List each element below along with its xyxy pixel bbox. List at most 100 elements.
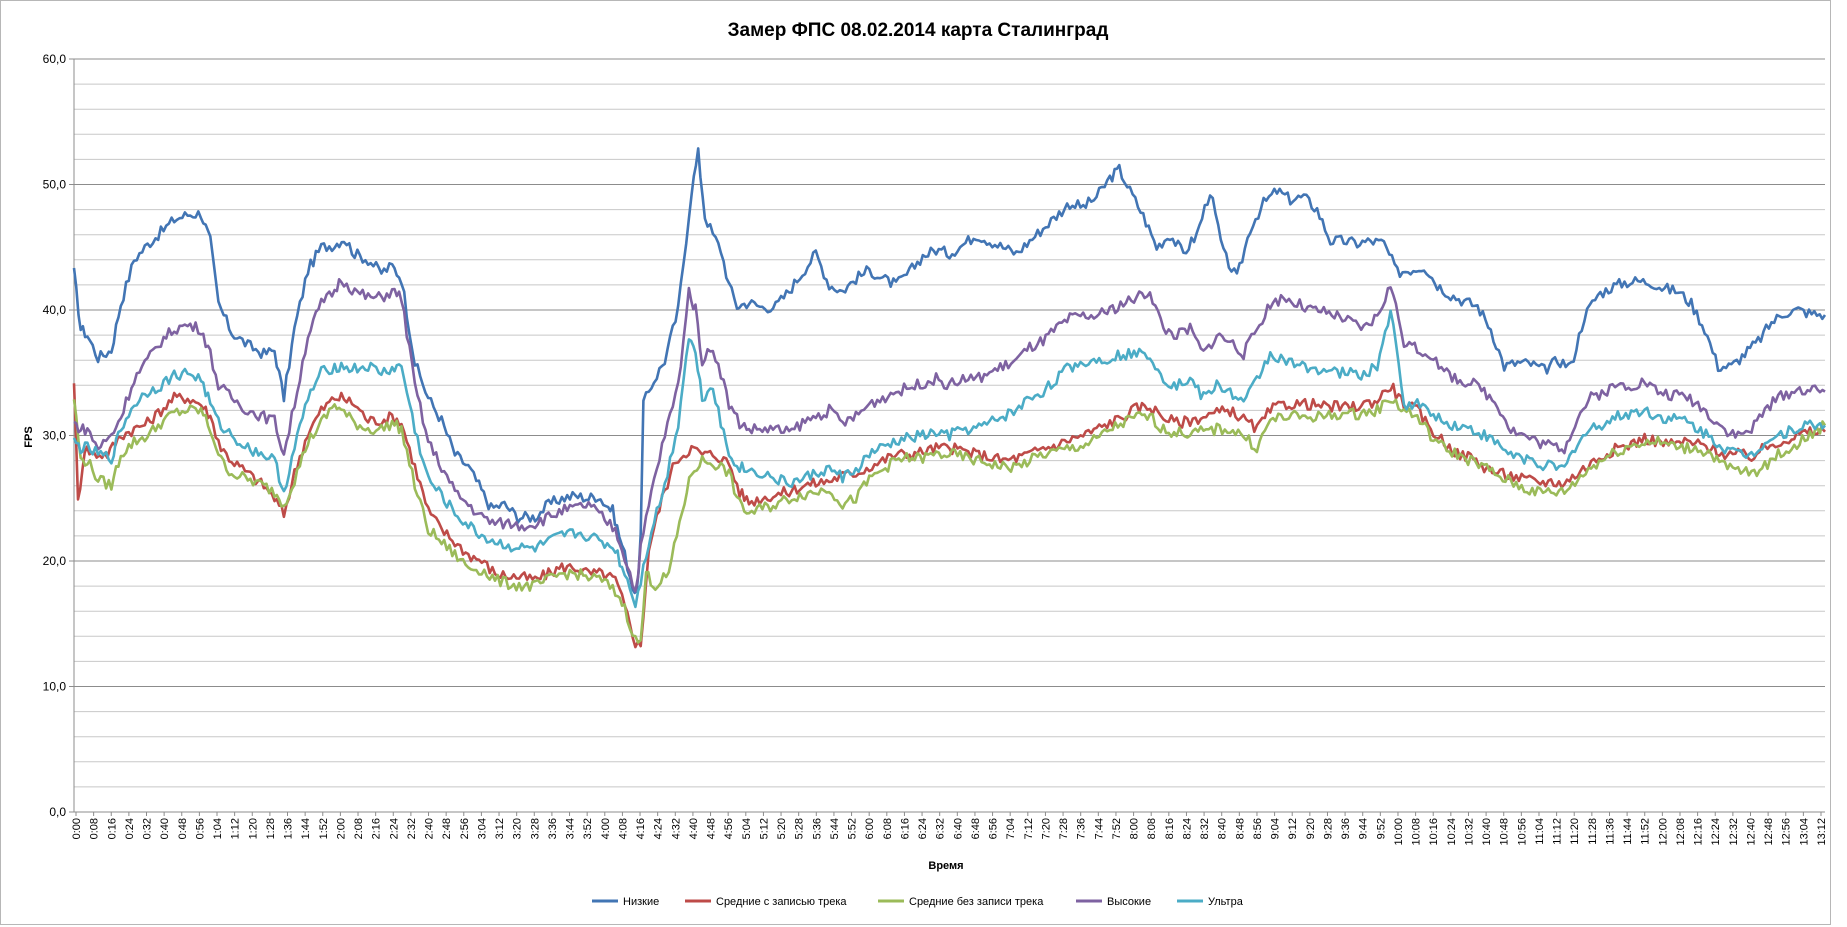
x-tick-label: 8:08 <box>1146 818 1158 839</box>
y-tick-label: 10,0 <box>43 680 67 694</box>
x-tick-label: 7:44 <box>1093 818 1105 839</box>
x-tick-label: 10:48 <box>1499 818 1511 846</box>
x-tick-label: 4:40 <box>688 818 700 839</box>
x-tick-label: 8:40 <box>1217 818 1229 839</box>
x-tick-label: 11:28 <box>1587 818 1599 845</box>
x-tick-label: 7:12 <box>1023 818 1035 839</box>
x-tick-label: 2:48 <box>441 818 453 839</box>
x-tick-label: 3:04 <box>476 818 488 839</box>
x-tick-label: 7:36 <box>1076 818 1088 839</box>
x-tick-label: 1:04 <box>212 818 224 839</box>
x-tick-label: 9:44 <box>1358 818 1370 839</box>
x-tick-label: 5:52 <box>847 818 859 839</box>
x-tick-label: 8:24 <box>1181 818 1193 839</box>
x-tick-label: 1:12 <box>230 818 242 839</box>
x-axis-label: Время <box>928 860 963 872</box>
x-tick-label: 9:36 <box>1340 818 1352 839</box>
x-axis-ticks: 0:00 0:08 0:16 0:24 0:32 0:40 0:48 0:56 1:04 1:12… <box>71 812 1828 846</box>
x-tick-label: 6:16 <box>899 818 911 839</box>
x-tick-label: 9:52 <box>1375 818 1387 839</box>
chart-title: Замер ФПС 08.02.2014 карта Сталинград <box>728 20 1109 41</box>
gridlines <box>73 58 1825 813</box>
x-tick-label: 12:08 <box>1675 818 1687 846</box>
x-tick-label: 3:36 <box>547 818 559 839</box>
y-tick-label: 40,0 <box>43 303 67 317</box>
x-tick-label: 9:20 <box>1305 818 1317 839</box>
x-tick-label: 6:56 <box>988 818 1000 839</box>
x-tick-label: 3:28 <box>529 818 541 839</box>
legend-entry: Высокие <box>1107 896 1151 908</box>
x-tick-label: 1:20 <box>247 818 259 839</box>
x-tick-label: 8:32 <box>1199 818 1211 839</box>
legend-entry: Ультра <box>1208 896 1244 908</box>
y-axis-label: FPS <box>23 426 35 447</box>
x-tick-label: 9:28 <box>1322 818 1334 839</box>
x-tick-label: 1:28 <box>265 818 277 839</box>
x-tick-label: 7:20 <box>1040 818 1052 839</box>
x-tick-label: 2:40 <box>424 818 436 839</box>
x-tick-label: 2:24 <box>388 818 400 839</box>
x-tick-label: 0:16 <box>106 818 118 839</box>
x-tick-label: 1:44 <box>300 818 312 839</box>
x-tick-label: 4:48 <box>706 818 718 839</box>
x-tick-label: 4:00 <box>600 818 612 839</box>
x-tick-label: 2:08 <box>353 818 365 839</box>
x-tick-label: 2:16 <box>371 818 383 839</box>
series-line-0 <box>72 147 1827 595</box>
x-tick-label: 8:16 <box>1164 818 1176 839</box>
legend: Низкие Средние с записью трека Средние без… <box>592 896 1244 908</box>
x-tick-label: 12:40 <box>1745 818 1757 846</box>
x-tick-label: 3:44 <box>565 818 577 839</box>
x-tick-label: 5:12 <box>758 818 770 839</box>
x-tick-label: 4:32 <box>670 818 682 839</box>
x-tick-label: 12:56 <box>1781 818 1793 846</box>
x-tick-label: 0:56 <box>194 818 206 839</box>
x-tick-label: 9:12 <box>1287 818 1299 839</box>
x-tick-label: 6:24 <box>917 818 929 839</box>
x-tick-label: 5:36 <box>811 818 823 839</box>
y-tick-label: 50,0 <box>43 178 67 192</box>
x-tick-label: 8:56 <box>1252 818 1264 839</box>
x-tick-label: 12:48 <box>1763 818 1775 846</box>
x-tick-label: 4:08 <box>617 818 629 839</box>
x-tick-label: 4:24 <box>653 818 665 839</box>
x-tick-label: 11:12 <box>1552 818 1564 845</box>
x-tick-label: 8:00 <box>1129 818 1141 839</box>
legend-entry: Средние без записи трека <box>909 896 1044 908</box>
x-tick-label: 6:48 <box>970 818 982 839</box>
x-tick-label: 12:00 <box>1657 818 1669 846</box>
x-tick-label: 0:40 <box>159 818 171 839</box>
legend-entry: Средние с записью трека <box>716 896 847 908</box>
y-tick-label: 60,0 <box>43 52 67 66</box>
x-tick-label: 4:16 <box>635 818 647 839</box>
x-tick-label: 12:16 <box>1693 818 1705 846</box>
x-tick-label: 2:32 <box>406 818 418 839</box>
x-tick-label: 4:56 <box>723 818 735 839</box>
x-tick-label: 10:16 <box>1428 818 1440 846</box>
x-tick-label: 3:20 <box>512 818 524 839</box>
x-tick-label: 5:28 <box>794 818 806 839</box>
y-axis-ticks: 0,0 10,0 20,0 30,0 40,0 50,0 60,0 <box>43 52 74 819</box>
y-tick-label: 0,0 <box>49 805 66 819</box>
x-tick-label: 0:00 <box>71 818 83 839</box>
series-line-4 <box>72 309 1826 609</box>
x-tick-label: 13:04 <box>1798 818 1810 846</box>
x-tick-label: 0:32 <box>142 818 154 839</box>
x-tick-label: 12:24 <box>1710 818 1722 846</box>
x-tick-label: 7:52 <box>1111 818 1123 839</box>
x-tick-label: 5:04 <box>741 818 753 839</box>
x-tick-label: 3:12 <box>494 818 506 839</box>
x-tick-label: 2:00 <box>335 818 347 839</box>
x-tick-label: 8:48 <box>1234 818 1246 839</box>
y-tick-label: 20,0 <box>43 554 67 568</box>
series-lines <box>72 147 1827 649</box>
x-tick-label: 0:08 <box>89 818 101 839</box>
x-tick-label: 10:24 <box>1446 818 1458 846</box>
x-tick-label: 10:56 <box>1516 818 1528 846</box>
x-tick-label: 2:56 <box>459 818 471 839</box>
x-tick-label: 13:12 <box>1816 818 1828 846</box>
series-line-3 <box>73 278 1826 593</box>
x-tick-label: 0:48 <box>177 818 189 839</box>
